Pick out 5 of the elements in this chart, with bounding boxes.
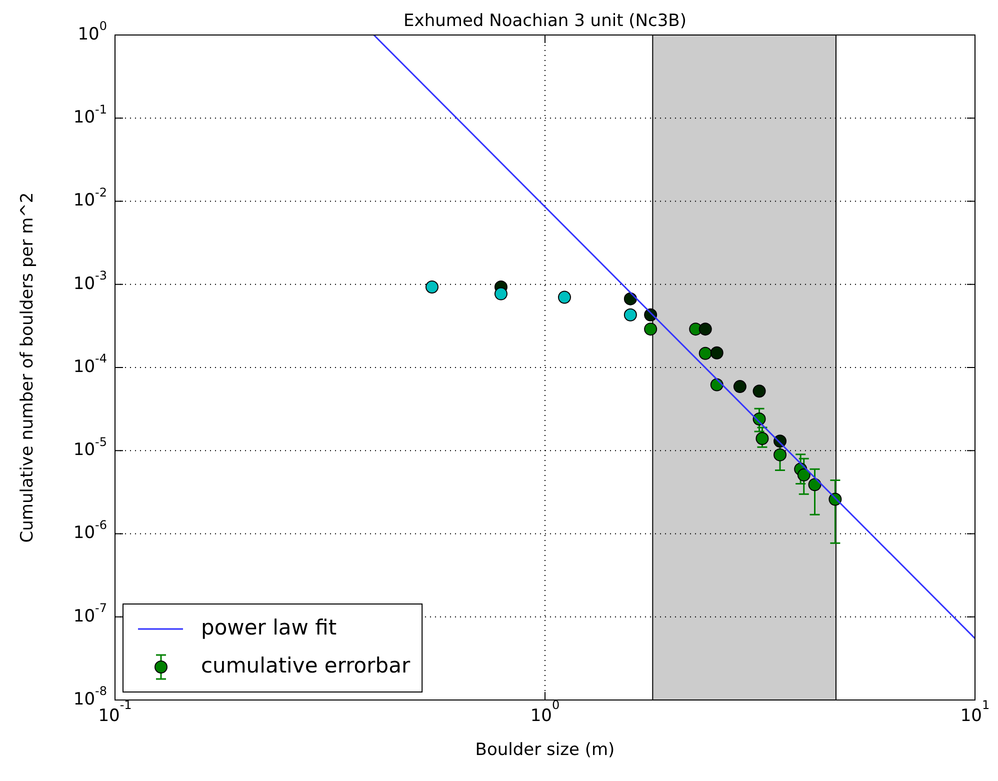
legend-label: cumulative errorbar	[201, 653, 410, 678]
x-axis-title: Boulder size (m)	[475, 740, 615, 760]
chart-title: Exhumed Noachian 3 unit (Nc3B)	[404, 10, 686, 31]
legend-label: power law fit	[201, 615, 337, 640]
y-axis-title: Cumulative number of boulders per m^2	[17, 192, 38, 543]
